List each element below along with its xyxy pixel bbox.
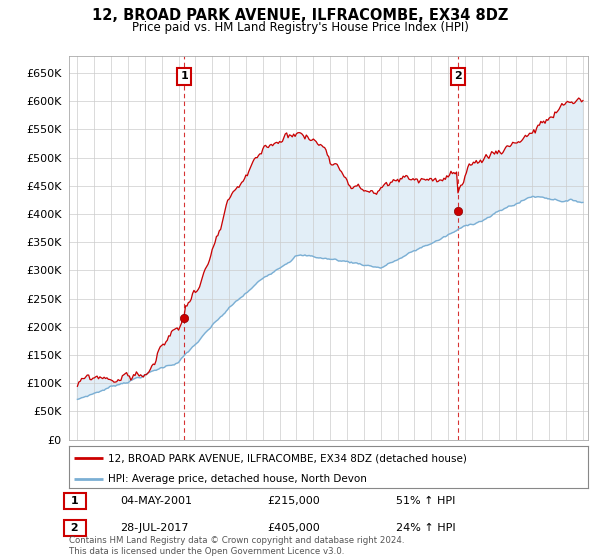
- Text: £405,000: £405,000: [267, 523, 320, 533]
- Text: 1: 1: [67, 496, 83, 506]
- Text: 28-JUL-2017: 28-JUL-2017: [120, 523, 188, 533]
- Text: 1: 1: [181, 71, 188, 81]
- Text: 04-MAY-2001: 04-MAY-2001: [120, 496, 192, 506]
- Text: 51% ↑ HPI: 51% ↑ HPI: [396, 496, 455, 506]
- Text: HPI: Average price, detached house, North Devon: HPI: Average price, detached house, Nort…: [108, 474, 367, 484]
- Text: 12, BROAD PARK AVENUE, ILFRACOMBE, EX34 8DZ (detached house): 12, BROAD PARK AVENUE, ILFRACOMBE, EX34 …: [108, 453, 467, 463]
- Text: 2: 2: [67, 523, 83, 533]
- Text: 24% ↑ HPI: 24% ↑ HPI: [396, 523, 455, 533]
- Text: £215,000: £215,000: [267, 496, 320, 506]
- Text: 12, BROAD PARK AVENUE, ILFRACOMBE, EX34 8DZ: 12, BROAD PARK AVENUE, ILFRACOMBE, EX34 …: [92, 8, 508, 24]
- Text: Price paid vs. HM Land Registry's House Price Index (HPI): Price paid vs. HM Land Registry's House …: [131, 21, 469, 34]
- Text: 2: 2: [454, 71, 461, 81]
- Text: This data is licensed under the Open Government Licence v3.0.: This data is licensed under the Open Gov…: [69, 547, 344, 556]
- Text: Contains HM Land Registry data © Crown copyright and database right 2024.: Contains HM Land Registry data © Crown c…: [69, 536, 404, 545]
